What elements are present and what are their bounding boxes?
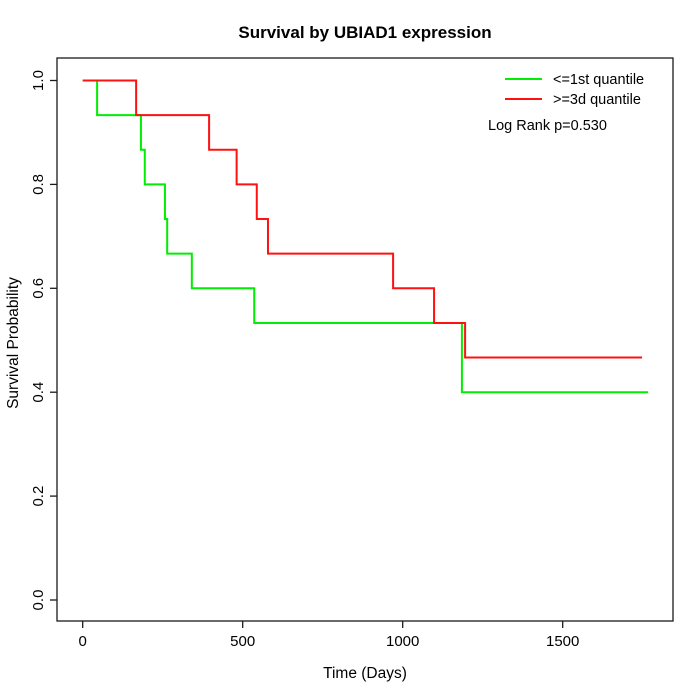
x-tick-label: 0 (79, 633, 87, 650)
y-axis-title: Survival Probability (5, 277, 22, 409)
chart-title: Survival by UBIAD1 expression (238, 23, 491, 42)
y-tick-label: 0.2 (30, 486, 47, 507)
y-tick-label: 0.8 (30, 174, 47, 195)
x-tick-label: 1500 (546, 633, 579, 650)
km-curve-high-expression (82, 79, 643, 359)
y-tick-label: 0.4 (30, 382, 47, 403)
legend-label-first-quantile: <=1st quantile (553, 72, 644, 88)
legend: <=1st quantile >=3d quantile Log Rank p=… (488, 72, 644, 134)
y-tick-label: 0.6 (30, 278, 47, 299)
y-tick-label: 1.0 (30, 70, 47, 91)
y-tick-label: 0.0 (30, 590, 47, 611)
survival-curves (82, 79, 649, 394)
x-tick-label: 500 (230, 633, 255, 650)
log-rank-annotation: Log Rank p=0.530 (488, 118, 607, 134)
x-axis-title: Time (Days) (323, 665, 407, 682)
x-tick-label: 1000 (386, 633, 419, 650)
x-axis-ticks: 0 500 1000 1500 (79, 621, 579, 650)
km-curve-low-expression (82, 79, 649, 394)
y-axis-ticks: 0.0 0.2 0.4 0.6 0.8 1.0 (30, 70, 57, 610)
legend-label-third-quantile: >=3d quantile (553, 92, 641, 108)
plot-border (56, 57, 674, 622)
